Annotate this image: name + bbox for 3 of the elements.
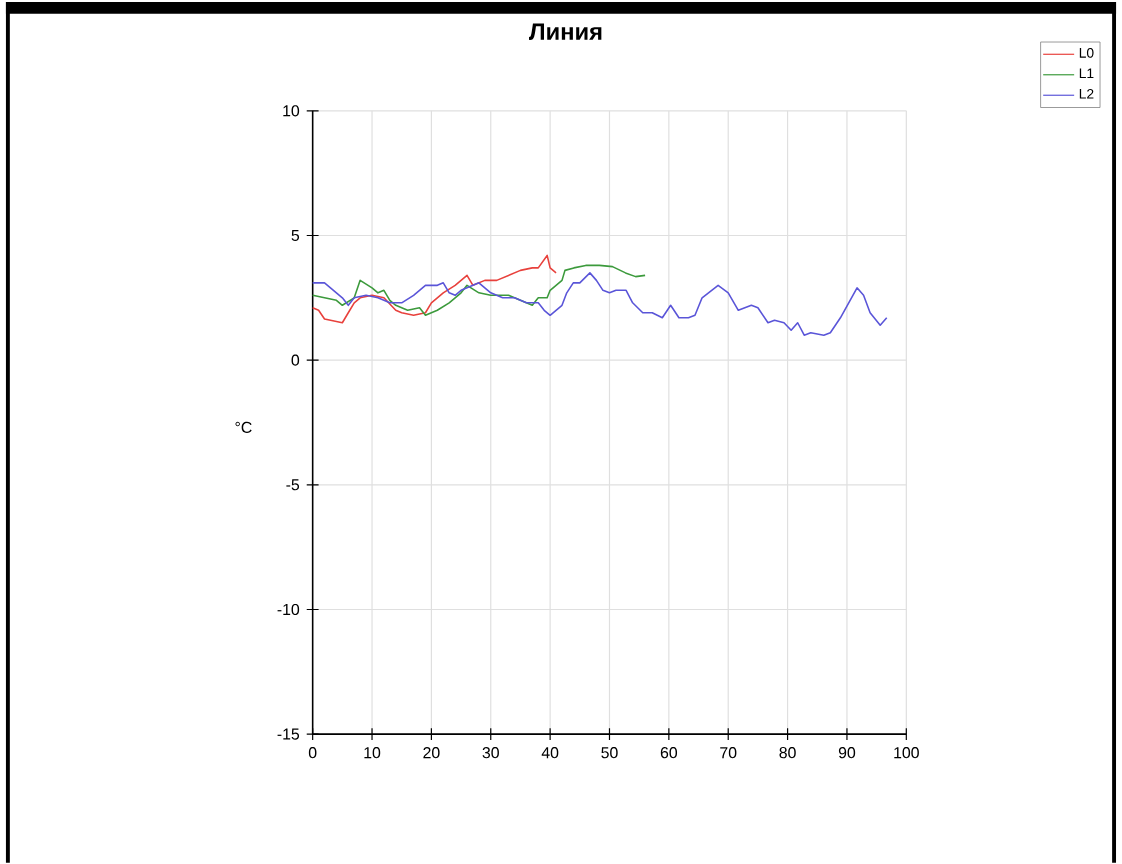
line-series [311, 264, 646, 316]
chart-title: Линия [529, 23, 602, 40]
line-series [311, 271, 888, 336]
